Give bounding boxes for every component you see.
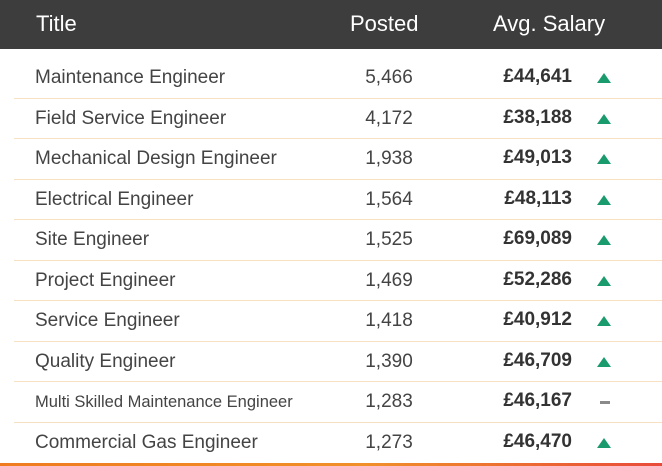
- posted-count: 1,418: [365, 310, 413, 331]
- trend-flat-icon: [596, 395, 612, 409]
- posted-count: 1,469: [365, 269, 413, 291]
- job-title: Commercial Gas Engineer: [35, 431, 258, 453]
- table-row[interactable]: Multi Skilled Maintenance Engineer 1,283…: [14, 382, 662, 423]
- job-title: Site Engineer: [35, 229, 150, 250]
- job-title: Multi Skilled Maintenance Engineer: [35, 393, 293, 411]
- avg-salary: £38,188: [503, 106, 572, 128]
- table-row[interactable]: Quality Engineer 1,390 £46,709: [14, 342, 662, 382]
- trend-up-icon: [596, 355, 612, 369]
- posted-count: 1,525: [365, 229, 413, 250]
- table-row[interactable]: Project Engineer 1,469 £52,286: [14, 261, 662, 301]
- avg-salary: £44,641: [503, 66, 572, 87]
- table-row[interactable]: Commercial Gas Engineer 1,273 £46,470: [14, 423, 662, 463]
- trend-up-icon: [596, 274, 612, 288]
- trend-up-icon: [596, 233, 612, 247]
- trend-up-icon: [596, 71, 612, 85]
- avg-salary: £69,089: [503, 228, 572, 249]
- avg-salary: £49,013: [503, 147, 572, 168]
- avg-salary: £46,709: [503, 349, 572, 371]
- job-title: Project Engineer: [35, 269, 176, 291]
- posted-count: 1,390: [365, 350, 413, 372]
- avg-salary: £48,113: [504, 187, 572, 209]
- trend-up-icon: [596, 152, 612, 166]
- job-title: Quality Engineer: [35, 350, 176, 372]
- table-row[interactable]: Mechanical Design Engineer 1,938 £49,013: [14, 139, 662, 180]
- avg-salary: £40,912: [503, 309, 572, 330]
- table-row[interactable]: Maintenance Engineer 5,466 £44,641: [14, 58, 662, 99]
- table-row[interactable]: Service Engineer 1,418 £40,912: [14, 301, 662, 342]
- job-title: Electrical Engineer: [35, 188, 194, 210]
- table-row[interactable]: Electrical Engineer 1,564 £48,113: [14, 180, 662, 220]
- posted-count: 1,273: [365, 431, 413, 453]
- posted-count: 4,172: [365, 107, 413, 129]
- header-posted[interactable]: Posted: [350, 11, 419, 36]
- avg-salary: £46,470: [503, 430, 572, 452]
- trend-up-icon: [596, 112, 612, 126]
- posted-count: 1,938: [365, 148, 413, 169]
- job-title: Field Service Engineer: [35, 107, 227, 129]
- avg-salary: £46,167: [503, 390, 572, 411]
- trend-up-icon: [596, 436, 612, 450]
- table-row[interactable]: Site Engineer 1,525 £69,089: [14, 220, 662, 261]
- accent-bar: [0, 463, 662, 466]
- posted-count: 1,564: [365, 188, 413, 210]
- avg-salary: £52,286: [503, 268, 572, 290]
- trend-up-icon: [596, 193, 612, 207]
- posted-count: 5,466: [365, 67, 413, 88]
- table-body: Maintenance Engineer 5,466 £44,641 Field…: [14, 58, 662, 462]
- job-title: Mechanical Design Engineer: [35, 148, 277, 169]
- table-row[interactable]: Field Service Engineer 4,172 £38,188: [14, 99, 662, 139]
- job-title: Maintenance Engineer: [35, 67, 226, 88]
- header-title[interactable]: Title: [36, 11, 77, 36]
- header-avg-salary[interactable]: Avg. Salary: [493, 11, 606, 36]
- posted-count: 1,283: [365, 391, 413, 412]
- trend-up-icon: [596, 314, 612, 328]
- table-header: Title Posted Avg. Salary: [0, 0, 662, 49]
- job-title: Service Engineer: [35, 310, 180, 331]
